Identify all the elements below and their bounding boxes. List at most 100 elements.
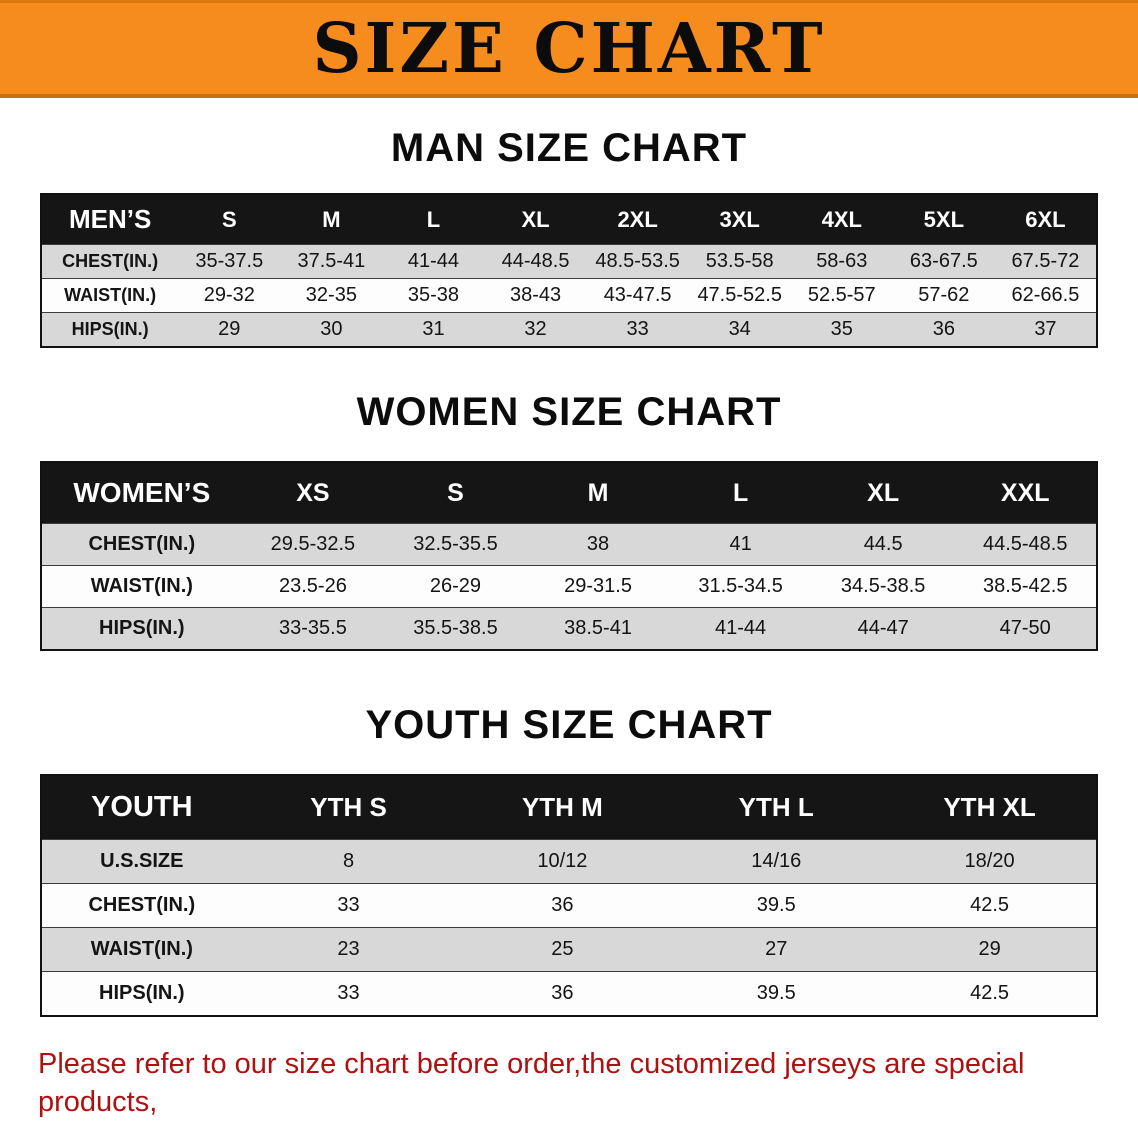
table-cell: 29	[883, 927, 1097, 972]
table-cell: 38-43	[484, 278, 587, 313]
page-title: SIZE CHART	[312, 8, 826, 89]
table-cell: 38	[526, 523, 670, 566]
table-row: WAIST(IN.) 29-32 32-35 35-38 38-43 43-47.5 47.…	[41, 278, 1097, 313]
men-size-table-wrap: MEN’S S M L XL 2XL 3XL 4XL 5XL 6XL CHEST(IN.) 35-37…	[40, 193, 1098, 348]
header-row: MEN’S S M L XL 2XL 3XL 4XL 5XL 6XL	[41, 194, 1097, 245]
table-cell: 43-47.5	[586, 278, 689, 313]
row-label: CHEST(IN.)	[41, 883, 242, 928]
column-header: 4XL	[790, 194, 893, 245]
table-row: CHEST(IN.) 35-37.5 37.5-41 41-44 44-48.5 48.5…	[41, 244, 1097, 279]
table-cell: 39.5	[669, 883, 884, 928]
table-cell: 32-35	[280, 278, 383, 313]
row-label: HIPS(IN.)	[41, 312, 179, 347]
table-cell: 26-29	[384, 565, 527, 608]
column-header: YTH S	[241, 775, 456, 840]
table-cell: 23	[241, 927, 456, 972]
column-header: S	[178, 194, 281, 245]
header-row: WOMEN’S XS S M L XL XXL	[41, 462, 1097, 524]
column-header: S	[384, 462, 527, 524]
table-cell: 42.5	[883, 883, 1097, 928]
row-label: WAIST(IN.)	[41, 927, 242, 972]
column-header: L	[382, 194, 485, 245]
table-cell: 10/12	[455, 839, 670, 884]
row-label: U.S.SIZE	[41, 839, 242, 884]
table-cell: 35-38	[382, 278, 485, 313]
table-cell: 32	[484, 312, 587, 347]
table-cell: 18/20	[883, 839, 1097, 884]
table-cell: 47-50	[954, 607, 1097, 650]
table-cell: 48.5-53.5	[586, 244, 689, 279]
table-cell: 35.5-38.5	[384, 607, 527, 650]
header-row: YOUTH YTH S YTH M YTH L YTH XL	[41, 775, 1097, 840]
column-header: XXL	[954, 462, 1097, 524]
table-cell: 33-35.5	[241, 607, 385, 650]
column-header: YTH L	[669, 775, 884, 840]
table-row: U.S.SIZE 8 10/12 14/16 18/20	[41, 839, 1097, 884]
notice-line-1: Please refer to our size chart before or…	[38, 1048, 1025, 1119]
table-cell: 44.5-48.5	[954, 523, 1097, 566]
row-label: CHEST(IN.)	[41, 523, 242, 566]
table-cell: 38.5-41	[526, 607, 670, 650]
table-cell: 29-31.5	[526, 565, 670, 608]
table-cell: 62-66.5	[994, 278, 1097, 313]
women-chart-heading: WOMEN SIZE CHART	[356, 390, 782, 434]
table-cell: 30	[280, 312, 383, 347]
column-header: YTH M	[455, 775, 670, 840]
table-cell: 44-47	[811, 607, 955, 650]
column-header: 6XL	[994, 194, 1097, 245]
table-cell: 14/16	[669, 839, 884, 884]
size-table: YOUTH YTH S YTH M YTH L YTH XL U.S.SIZE 8 10/12…	[40, 774, 1098, 1017]
table-cell: 52.5-57	[790, 278, 893, 313]
table-cell: 41-44	[382, 244, 485, 279]
table-row: HIPS(IN.) 33-35.5 35.5-38.5 38.5-41 41-44 44-…	[41, 607, 1097, 650]
table-cell: 27	[669, 927, 884, 972]
men-size-section: MAN SIZE CHART MEN’S S M L XL 2XL 3XL 4XL 5XL 6XL…	[0, 126, 1138, 348]
row-label: CHEST(IN.)	[41, 244, 179, 279]
table-cell: 31.5-34.5	[669, 565, 812, 608]
table-cell: 37.5-41	[280, 244, 383, 279]
table-cell: 36	[455, 971, 670, 1016]
column-header: XS	[241, 462, 385, 524]
table-title-cell: WOMEN’S	[41, 462, 242, 524]
column-header: M	[526, 462, 670, 524]
table-cell: 42.5	[883, 971, 1097, 1016]
column-header: 2XL	[586, 194, 689, 245]
table-cell: 67.5-72	[994, 244, 1097, 279]
table-cell: 34	[688, 312, 791, 347]
table-title-cell: YOUTH	[41, 775, 242, 840]
table-cell: 35	[790, 312, 893, 347]
table-cell: 37	[994, 312, 1097, 347]
row-label: WAIST(IN.)	[41, 565, 242, 608]
column-header: 3XL	[688, 194, 791, 245]
row-label: HIPS(IN.)	[41, 607, 242, 650]
table-cell: 25	[455, 927, 670, 972]
table-row: HIPS(IN.) 29 30 31 32 33 34 35 36 37	[41, 312, 1097, 347]
table-cell: 39.5	[669, 971, 884, 1016]
table-cell: 35-37.5	[178, 244, 281, 279]
table-cell: 58-63	[790, 244, 893, 279]
men-chart-heading: MAN SIZE CHART	[390, 126, 748, 170]
size-table: MEN’S S M L XL 2XL 3XL 4XL 5XL 6XL CHEST(IN.) 35-37…	[40, 193, 1098, 348]
table-cell: 36	[455, 883, 670, 928]
table-row: HIPS(IN.) 33 36 39.5 42.5	[41, 971, 1097, 1016]
table-cell: 29-32	[178, 278, 281, 313]
table-cell: 23.5-26	[241, 565, 385, 608]
table-cell: 63-67.5	[892, 244, 995, 279]
table-cell: 41-44	[669, 607, 812, 650]
table-cell: 8	[241, 839, 456, 884]
table-cell: 32.5-35.5	[384, 523, 527, 566]
women-size-table-wrap: WOMEN’S XS S M L XL XXL CHEST(IN.) 29.5-32.5 32.5…	[40, 461, 1098, 651]
women-size-section: WOMEN SIZE CHART WOMEN’S XS S M L XL XXL CHEST(…	[0, 390, 1138, 651]
table-cell: 44.5	[811, 523, 955, 566]
column-header: XL	[484, 194, 587, 245]
table-cell: 38.5-42.5	[954, 565, 1097, 608]
youth-size-table-wrap: YOUTH YTH S YTH M YTH L YTH XL U.S.SIZE 8 10/12…	[40, 774, 1098, 1017]
table-cell: 36	[892, 312, 995, 347]
table-cell: 47.5-52.5	[688, 278, 791, 313]
notice-line-2: we don’t accept cancel, change, teturn o…	[38, 1128, 1100, 1132]
table-cell: 33	[241, 883, 456, 928]
table-cell: 57-62	[892, 278, 995, 313]
table-row: CHEST(IN.) 29.5-32.5 32.5-35.5 38 41 44.5 44.5…	[41, 523, 1097, 566]
column-header: M	[280, 194, 383, 245]
